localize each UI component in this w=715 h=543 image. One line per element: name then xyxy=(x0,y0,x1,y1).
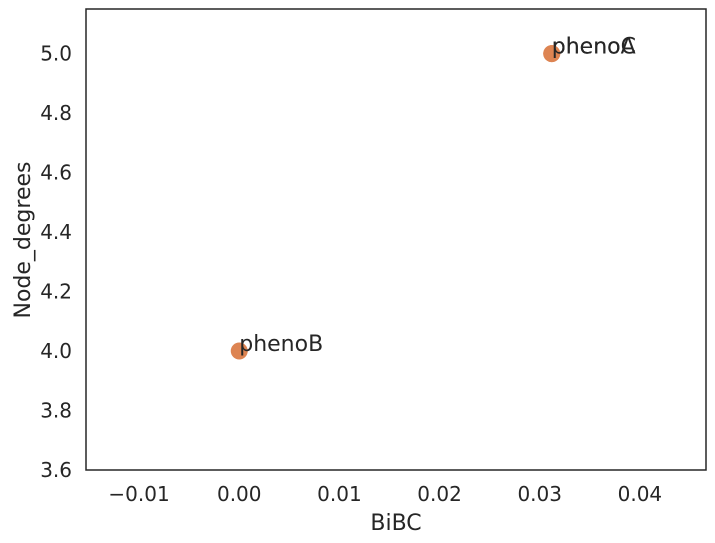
x-tick-label: 0.00 xyxy=(217,482,262,506)
point-label: phenoC xyxy=(552,35,636,60)
data-point xyxy=(230,342,248,360)
x-tick-label: 0.04 xyxy=(618,482,663,506)
y-tick-label: 5.0 xyxy=(40,42,72,66)
plot-area xyxy=(86,9,706,470)
y-tick-label: 4.4 xyxy=(40,220,72,244)
y-tick-label: 4.8 xyxy=(40,101,72,125)
x-tick-label: 0.03 xyxy=(517,482,562,506)
x-tick-label: −0.01 xyxy=(108,482,169,506)
y-tick-label: 4.0 xyxy=(40,339,72,363)
plot-frame xyxy=(85,8,707,471)
point-label: phenoB xyxy=(239,332,323,357)
y-tick-label: 4.6 xyxy=(40,161,72,185)
data-point xyxy=(543,45,561,63)
y-axis-label: Node_degrees xyxy=(11,162,36,319)
x-tick-label: 0.01 xyxy=(317,482,362,506)
point-label: phenoA xyxy=(552,35,636,60)
y-tick-label: 3.8 xyxy=(40,399,72,423)
x-axis-label: BiBC xyxy=(370,511,421,536)
x-tick-label: 0.02 xyxy=(417,482,462,506)
y-tick-label: 4.2 xyxy=(40,280,72,304)
y-tick-label: 3.6 xyxy=(40,458,72,482)
